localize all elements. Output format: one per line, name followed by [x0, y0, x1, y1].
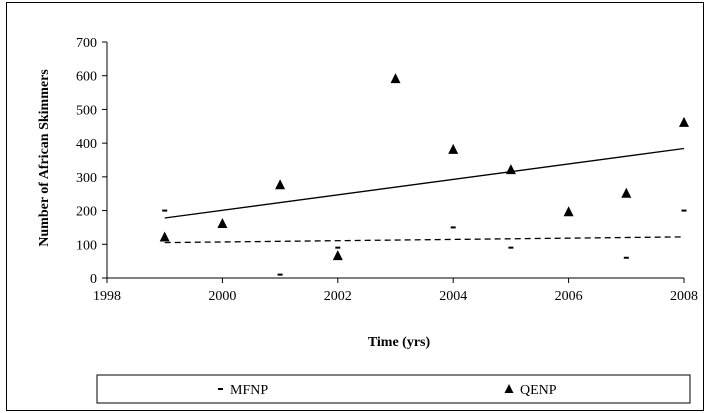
y-tick-label: 100	[76, 238, 97, 253]
x-tick-label: 2000	[208, 289, 236, 304]
trendlines	[164, 147, 685, 244]
point-qenp	[275, 179, 286, 190]
legend-item-qenp: QENP	[504, 383, 557, 398]
trendline-qenp	[164, 147, 685, 219]
legend-label-mfnp: MFNP	[230, 383, 268, 398]
point-mfnp	[450, 226, 456, 229]
axes	[106, 42, 684, 279]
chart-frame	[6, 2, 704, 411]
x-tick-label: 2004	[439, 289, 467, 304]
point-qenp	[505, 164, 516, 175]
trendline-mfnp	[164, 236, 685, 244]
point-qenp	[679, 116, 689, 127]
x-axis-title: Time (yrs)	[368, 335, 431, 350]
point-mfnp	[335, 246, 341, 249]
y-tick-label: 600	[76, 70, 97, 85]
point-qenp	[448, 143, 459, 154]
y-tick-label: 500	[76, 103, 97, 118]
y-tick-label: 400	[76, 137, 97, 152]
x-tick-label: 2006	[555, 289, 583, 304]
y-axis-title: Number of African Skimmers	[37, 69, 52, 247]
point-qenp	[217, 218, 228, 229]
legend-box	[96, 374, 691, 404]
point-qenp	[563, 206, 574, 217]
y-tick-label: 200	[76, 205, 97, 220]
point-qenp	[332, 250, 343, 261]
x-axis-ticks: 1998 2000 2002 2004 2006 2008	[93, 278, 698, 304]
x-tick-label: 1998	[93, 289, 121, 304]
legend-marker-qenp	[504, 384, 514, 393]
data-points	[159, 73, 689, 276]
y-axis-ticks: 0 100 200 300 400 500 600 700	[76, 36, 107, 287]
point-qenp	[159, 231, 170, 242]
legend-item-mfnp: MFNP	[218, 383, 268, 398]
legend-marker-mfnp	[218, 388, 223, 390]
legend: MFNP QENP	[96, 374, 691, 404]
point-qenp	[390, 73, 401, 84]
legend-label-qenp: QENP	[520, 383, 557, 398]
x-tick-label: 2008	[670, 289, 698, 304]
point-mfnp	[508, 246, 514, 249]
point-qenp	[621, 187, 632, 198]
y-tick-label: 0	[90, 272, 97, 287]
point-mfnp	[681, 209, 687, 212]
y-tick-label: 700	[76, 36, 97, 51]
point-mfnp	[277, 273, 283, 276]
y-tick-label: 300	[76, 171, 97, 186]
x-tick-label: 2002	[324, 289, 352, 304]
point-mfnp	[162, 209, 168, 212]
point-mfnp	[623, 256, 629, 259]
